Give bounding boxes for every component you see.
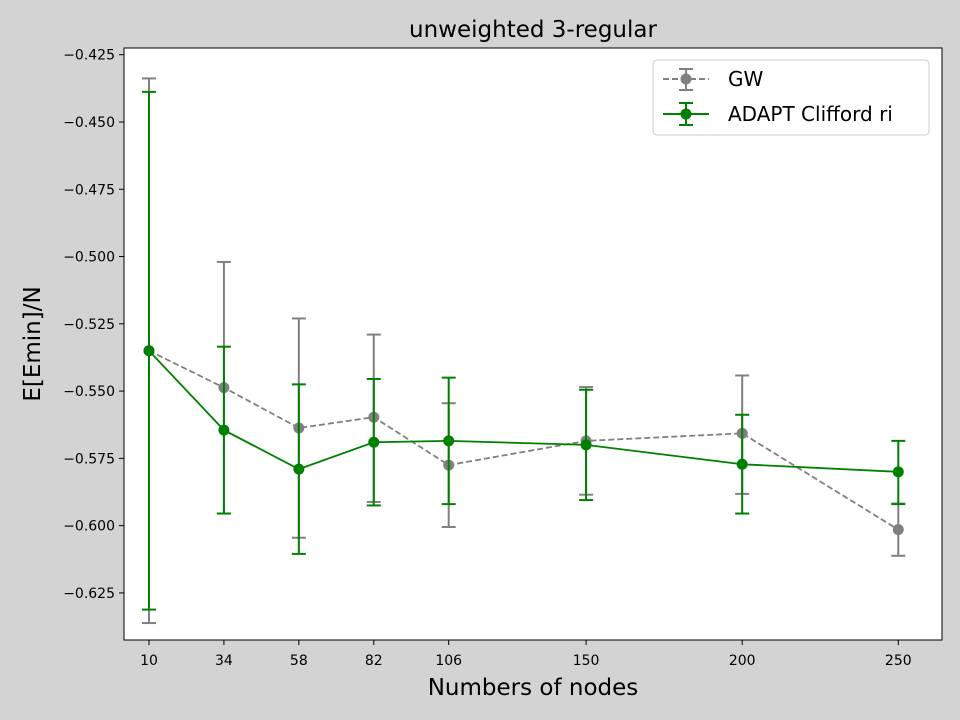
adapt-clifford-ri-point [218,424,230,436]
x-tick-label: 200 [729,653,756,669]
adapt-clifford-ri-point [143,345,155,357]
x-tick-label: 58 [290,653,308,669]
x-tick-label: 150 [573,653,600,669]
adapt-clifford-ri-point [368,436,380,448]
x-tick-label: 10 [140,653,158,669]
adapt-clifford-ri-point [892,466,904,478]
y-tick-label: −0.425 [63,48,115,64]
adapt-clifford-ri-line [148,350,899,473]
adapt-clifford-ri-point [293,463,305,475]
x-tick-label: 106 [435,653,462,669]
adapt-clifford-ri-point [580,439,592,451]
legend-label-adapt-clifford-ri: ADAPT Clifford ri [728,102,893,126]
chart-title: unweighted 3-regular [409,17,657,43]
y-tick-label: −0.525 [63,317,115,333]
y-tick-label: −0.500 [63,250,115,266]
legend-label-gw: GW [728,67,763,91]
plot-frame [123,47,943,641]
adapt-clifford-ri-point [736,458,748,470]
series-layer [141,77,906,625]
gw-point [892,524,904,536]
adapt-clifford-ri-point [443,435,455,447]
y-tick-label: −0.625 [63,586,115,602]
x-tick-label: 82 [365,653,383,669]
y-tick-label: −0.575 [63,451,115,467]
legend-adapt-marker [680,108,692,120]
legend-gw-marker [680,73,692,85]
x-axis-label: Numbers of nodes [428,675,639,701]
x-tick-label: 34 [215,653,233,669]
y-tick-label: −0.600 [63,519,115,535]
y-tick-label: −0.475 [63,182,115,198]
legend-entry-adapt-clifford-ri: ADAPT Clifford ri [663,102,893,126]
x-tick-label: 250 [885,653,912,669]
plot-area [124,48,942,640]
legend-entry-gw: GW [663,67,763,91]
series-1 [141,90,906,611]
y-tick-label: −0.550 [63,384,115,400]
axes-layer: 10 34 58 82 106 150 200 250 −0.625 −0.600 −0.575 −0… [63,48,911,669]
y-axis-label: E[Emin]/N [20,286,46,401]
y-tick-label: −0.450 [63,115,115,131]
legend-box [652,59,930,136]
legend: GW ADAPT Clifford ri [652,59,930,136]
